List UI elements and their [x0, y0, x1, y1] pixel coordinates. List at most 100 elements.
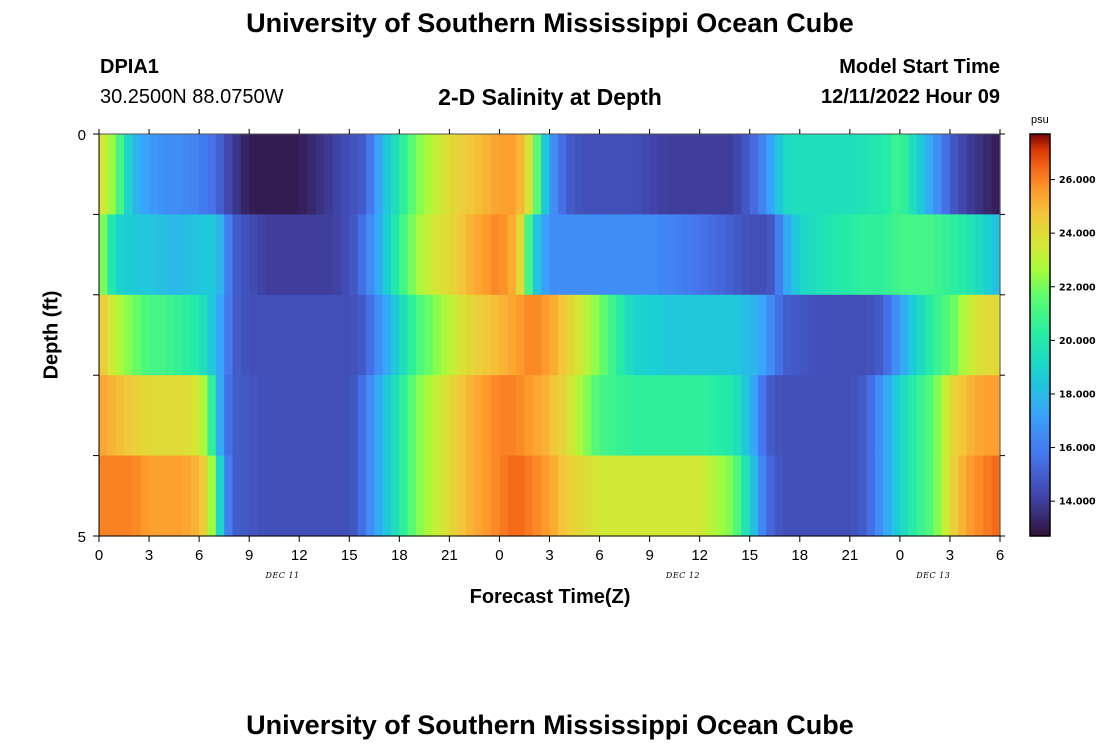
heatmap-cell — [916, 214, 926, 296]
heatmap-cell — [674, 294, 684, 376]
heatmap-cell — [557, 134, 567, 215]
heatmap-cell — [449, 375, 459, 457]
heatmap-cell — [774, 134, 784, 215]
heatmap-cell — [124, 214, 133, 296]
heatmap-cell — [524, 294, 534, 376]
heatmap-cell — [449, 214, 459, 296]
heatmap-cell — [866, 455, 876, 537]
heatmap-cell — [449, 134, 459, 215]
heatmap-cell — [708, 294, 717, 376]
heatmap-cell — [733, 214, 742, 296]
heatmap-cell — [257, 375, 267, 457]
heatmap-cell — [416, 375, 425, 457]
heatmap-cell — [399, 455, 409, 537]
heatmap-cell — [182, 455, 192, 537]
heatmap-cell — [799, 214, 809, 296]
heatmap-cell — [390, 294, 400, 376]
x-tick-label: 12 — [691, 547, 708, 564]
heatmap-cell — [566, 214, 576, 296]
heatmap-cell — [349, 214, 359, 296]
heatmap-cell — [499, 294, 509, 376]
heatmap-cell — [432, 134, 442, 215]
heatmap-cell — [307, 134, 317, 215]
heatmap-cell — [599, 375, 609, 457]
heatmap-cell — [407, 294, 417, 376]
heatmap-cell — [374, 455, 384, 537]
heatmap-cell — [149, 294, 158, 376]
heatmap-cell — [474, 455, 484, 537]
heatmap-cell — [315, 134, 325, 215]
heatmap-cell — [149, 134, 158, 215]
x-tick-label: 6 — [595, 547, 603, 564]
heatmap-cell — [274, 375, 284, 457]
heatmap-cell — [274, 294, 284, 376]
heatmap-cell — [808, 214, 818, 296]
heatmap-cell — [215, 294, 225, 376]
heatmap-cell — [908, 134, 918, 215]
heatmap-cell — [607, 455, 617, 537]
date-label: DEC 13 — [915, 571, 950, 580]
heatmap-cell — [324, 134, 334, 215]
heatmap-cell — [883, 375, 893, 457]
heatmap-cell — [799, 134, 809, 215]
heatmap-cell — [315, 375, 325, 457]
heatmap-cell — [824, 455, 834, 537]
heatmap-cell — [307, 375, 317, 457]
heatmap-cell — [674, 455, 684, 537]
heatmap-cell — [908, 455, 918, 537]
heatmap-cell — [524, 455, 534, 537]
heatmap-cell — [332, 455, 342, 537]
heatmap-cell — [607, 214, 617, 296]
heatmap-cell — [791, 214, 801, 296]
station-coords: 30.2500N 88.0750W — [100, 86, 284, 108]
heatmap-cell — [874, 375, 884, 457]
heatmap-cell — [232, 134, 242, 215]
heatmap-cell — [299, 455, 309, 537]
heatmap-cell — [240, 214, 250, 296]
heatmap-cell — [616, 375, 626, 457]
heatmap-cell — [282, 294, 292, 376]
heatmap-cell — [924, 294, 934, 376]
heatmap-cell — [883, 455, 893, 537]
heatmap-cell — [708, 455, 717, 537]
heatmap-cell — [124, 455, 133, 537]
heatmap-cell — [265, 455, 275, 537]
heatmap-cell — [933, 214, 943, 296]
heatmap-cell — [566, 375, 576, 457]
heatmap-cell — [891, 214, 901, 296]
heatmap-cell — [607, 375, 617, 457]
heatmap-cell — [282, 375, 292, 457]
colorbar-unit: psu — [1031, 114, 1049, 126]
heatmap-cell — [958, 455, 968, 537]
heatmap-cell — [908, 375, 918, 457]
heatmap-cell — [474, 294, 484, 376]
heatmap-cell — [374, 214, 384, 296]
heatmap-cell — [507, 214, 517, 296]
heatmap-cell — [774, 455, 784, 537]
heatmap-cell — [507, 134, 517, 215]
heatmap-cell — [532, 294, 542, 376]
heatmap-cell — [482, 375, 492, 457]
heatmap-cell — [199, 294, 209, 376]
heatmap-cell — [132, 375, 142, 457]
heatmap-cell — [274, 455, 284, 537]
date-label: DEC 12 — [665, 571, 700, 580]
heatmap-cell — [182, 214, 192, 296]
heatmap-cell — [641, 294, 651, 376]
heatmap-cell — [682, 214, 692, 296]
heatmap-cell — [866, 375, 876, 457]
x-tick-label: 18 — [791, 547, 808, 564]
heatmap-cell — [474, 375, 484, 457]
heatmap-cell — [207, 134, 217, 215]
heatmap-cell — [941, 455, 951, 537]
heatmap-cell — [416, 455, 425, 537]
heatmap-cell — [240, 294, 250, 376]
heatmap-cell — [407, 455, 417, 537]
heatmap-cell — [991, 214, 1001, 296]
heatmap-cell — [949, 455, 959, 537]
heatmap-cell — [716, 455, 726, 537]
heatmap-cell — [574, 294, 584, 376]
heatmap-cell — [824, 375, 834, 457]
heatmap-cell — [232, 214, 242, 296]
heatmap-cell — [357, 214, 367, 296]
